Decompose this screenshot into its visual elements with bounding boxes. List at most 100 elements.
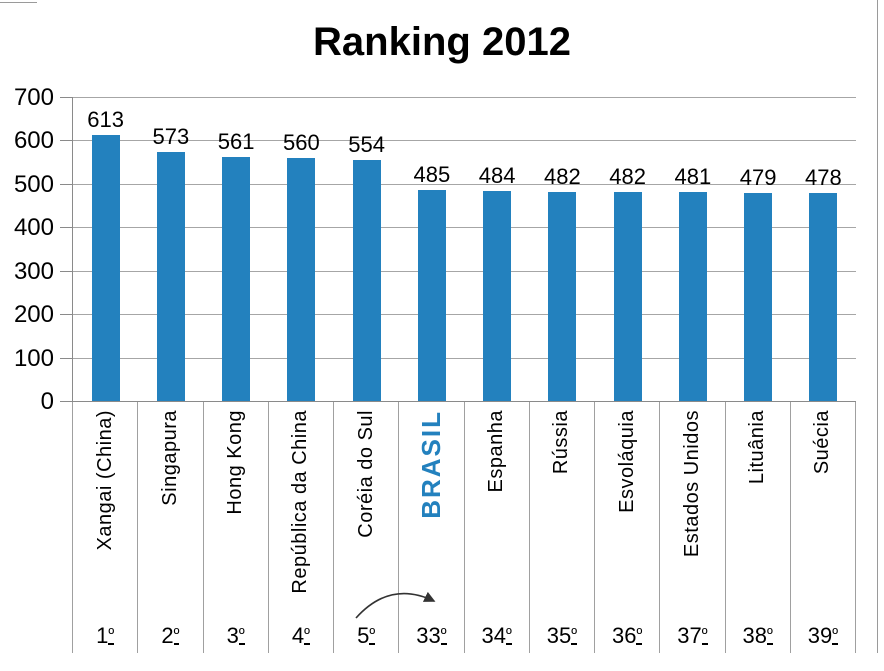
value-label: 478: [805, 165, 842, 191]
bar-slot: 482: [530, 97, 595, 401]
y-axis-tick-label: 300: [13, 258, 54, 285]
y-axis-tick-mark: [60, 97, 72, 98]
y-axis-tick-mark: [60, 140, 72, 141]
category-cell: Hong Kong 3º: [202, 402, 268, 653]
bar-slot: 482: [595, 97, 660, 401]
chart-right-border: [877, 0, 878, 653]
window-edge-artifact: [0, 2, 37, 3]
rank-jump-arrow-icon: [355, 591, 436, 619]
value-label: 481: [674, 164, 712, 190]
gridline: [73, 270, 856, 272]
value-label: 484: [478, 162, 516, 188]
category-cell: Estados Unidos 37º: [659, 402, 724, 653]
bar-slot: 484: [465, 97, 530, 401]
y-axis-tick-label: 500: [13, 171, 54, 198]
category-cell: Esvoláquia 36º: [594, 402, 659, 653]
rank-label: 1º: [96, 623, 115, 648]
gridline: [73, 227, 856, 229]
rank-label: 3º: [226, 623, 245, 648]
category-label: Estados Unidos: [680, 410, 703, 558]
bar-slot: 561: [204, 97, 269, 401]
category-cell-brasil: BRASIL 33º: [398, 402, 463, 653]
chart-title: Ranking 2012: [313, 20, 571, 64]
category-label: Coréia do Sul: [354, 410, 377, 538]
rank-label: 37º: [677, 623, 708, 648]
value-label: 485: [413, 162, 451, 188]
bar-series: 613 573 561 560 554 485: [73, 97, 856, 401]
category-label: Lituânia: [746, 410, 769, 485]
bar-slot: 560: [269, 97, 334, 401]
bar: [678, 192, 707, 401]
bar: [91, 134, 120, 401]
bar-slot: 481: [660, 97, 725, 401]
value-label: 573: [152, 124, 190, 150]
y-axis-tick-label: 700: [13, 84, 54, 111]
category-label: Suécia: [811, 410, 834, 475]
category-label: Xangai (China): [93, 410, 116, 551]
rank-label: 33º: [416, 623, 447, 648]
rank-label: 2º: [161, 623, 180, 648]
bar: [548, 191, 577, 401]
rank-label: 34º: [481, 623, 512, 648]
category-cell-spacer: [855, 402, 877, 653]
y-axis-tick-label: 400: [13, 214, 54, 241]
bar-slot: 613: [73, 97, 138, 401]
rank-label: 4º: [291, 623, 310, 648]
y-axis-tick-mark: [60, 227, 72, 228]
bar: [287, 157, 316, 401]
y-axis-tick-mark: [60, 184, 72, 185]
category-cell: Espanha 34º: [463, 402, 529, 653]
value-label: 560: [283, 129, 320, 155]
category-cell: Suécia 39º: [789, 402, 855, 653]
gridline: [73, 97, 856, 98]
category-cell: Rússia 35º: [528, 402, 594, 653]
value-label: 482: [544, 163, 581, 189]
value-label: 554: [348, 132, 385, 158]
bar: [809, 193, 838, 401]
category-label: Espanha: [485, 410, 508, 493]
bar: [222, 157, 251, 401]
bar: [352, 160, 381, 401]
bar: [417, 190, 446, 401]
gridline: [73, 357, 856, 359]
category-label: Rússia: [550, 410, 573, 475]
value-label: 613: [87, 106, 124, 132]
value-label: 482: [609, 163, 646, 189]
category-label: Singapura: [158, 410, 181, 506]
plot-area: 613 573 561 560 554 485: [72, 97, 856, 402]
rank-label: 35º: [546, 623, 577, 648]
y-axis-tick-mark: [60, 358, 72, 359]
bar-slot: 573: [138, 97, 203, 401]
bar-slot: 485: [399, 97, 464, 401]
rank-label: 5º: [357, 623, 376, 648]
bar: [483, 190, 512, 401]
bar-slot: 478: [791, 97, 856, 401]
gridline: [73, 140, 856, 142]
y-axis-tick-mark: [60, 314, 72, 315]
bar: [744, 192, 773, 401]
rank-label: 38º: [742, 623, 773, 648]
category-label: Esvoláquia: [615, 410, 638, 513]
rank-label: 36º: [611, 623, 643, 648]
bar: [156, 152, 185, 401]
y-axis-tick-mark: [60, 271, 72, 272]
value-label: 479: [739, 164, 777, 190]
y-axis-tick-label: 200: [13, 301, 54, 328]
category-label-brasil: BRASIL: [415, 410, 446, 519]
category-cell: República da China 4º: [267, 402, 333, 653]
category-axis: Xangai (China) 1º Singapura 2º Hong Kong…: [72, 402, 877, 653]
bar-slot: 479: [726, 97, 791, 401]
bar-slot: 554: [334, 97, 399, 401]
gridline: [73, 314, 856, 316]
category-cell: Singapura 2º: [137, 402, 202, 653]
value-label: 561: [217, 129, 255, 155]
category-label: Hong Kong: [224, 410, 247, 515]
category-cell: Lituânia 38º: [724, 402, 790, 653]
y-axis-tick-mark: [60, 401, 72, 402]
y-axis-tick-label: 100: [13, 345, 54, 372]
y-axis-tick-label: 600: [13, 127, 54, 154]
y-axis-tick-label: 0: [40, 388, 54, 415]
category-cell: Coréia do Sul 5º: [333, 402, 398, 653]
rank-label: 39º: [807, 623, 838, 648]
